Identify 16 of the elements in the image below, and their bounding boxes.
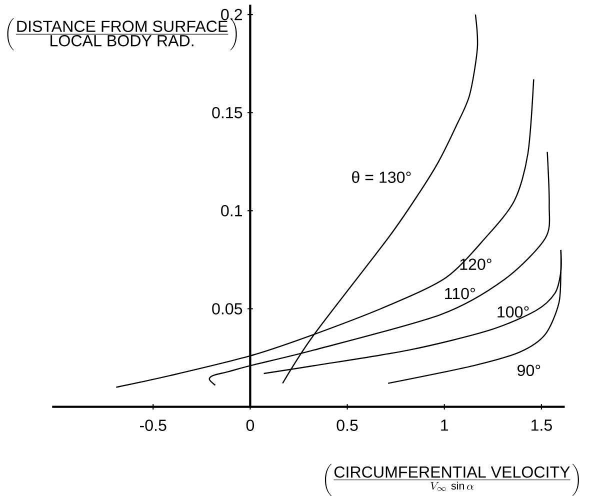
y-tick-label: 0.05 <box>212 302 242 314</box>
series-label: 100° <box>498 306 529 318</box>
y-tick-label: 0.15 <box>212 106 242 118</box>
series-label: 110° <box>445 288 475 299</box>
y-axis-title: $\left(\frac{\mbox{DISTANCE FROM SURFACE}}{\mbox{LOCAL BODY RAD.}}\right)$ <box>7 18 237 50</box>
y-tick-label: 0.2 <box>221 8 242 20</box>
x-tick-label: -0.5 <box>140 419 166 431</box>
x-tick-label: 0.5 <box>336 419 358 431</box>
x-tick-label: 1.5 <box>532 419 552 431</box>
series-label: 120° <box>460 258 492 270</box>
y-tick-label: 0.1 <box>221 204 242 216</box>
x-axis-title: $\left(\frac{\mbox{CIRCUMFERENTIAL VELOCITY}}{V_{\infty}\,\sin\alpha}\right)$ <box>324 464 579 496</box>
series-label: θ = 130° <box>352 170 411 183</box>
series-label: 90° <box>518 364 540 376</box>
x-tick-label: 0 <box>246 419 254 431</box>
x-tick-label: 1 <box>441 419 448 430</box>
